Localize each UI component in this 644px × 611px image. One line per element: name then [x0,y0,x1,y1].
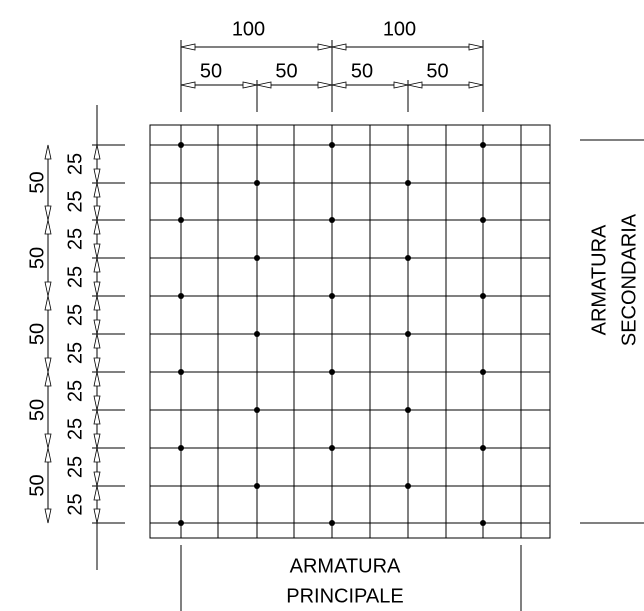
rebar-dot [254,407,260,413]
arrowhead [44,357,52,373]
rebar-dot [329,445,335,451]
dimension-text: 50 [275,60,297,82]
principal-label: ARMATURA [290,555,401,577]
rebar-dot [329,293,335,299]
dimension-text: 25 [64,153,86,175]
rebar-dot [480,369,486,375]
arrowhead [393,81,409,89]
arrowhead [93,182,101,198]
arrowhead [44,508,52,524]
rebar-dot [254,255,260,261]
rebar-dot [178,369,184,375]
dimension-text: 25 [64,493,86,515]
arrowhead [331,43,347,51]
rebar-dot [254,180,260,186]
arrowhead [407,81,423,89]
rebar-dot [405,331,411,337]
slab-outline [149,124,551,539]
arrowhead [44,433,52,449]
rebar-dot [254,483,260,489]
arrowhead [93,144,101,160]
rebar-dot [254,331,260,337]
principal-label: PRINCIPALE [286,585,403,607]
arrowhead [93,219,101,235]
arrowhead [93,471,101,487]
dimension-text: 50 [200,60,222,82]
dimension-text: 25 [64,304,86,326]
dimension-text: 50 [426,60,448,82]
rebar-dot [329,520,335,526]
arrowhead [93,508,101,524]
dimension-text: 50 [26,247,48,269]
dimension-text: 25 [64,266,86,288]
arrowhead [317,81,333,89]
arrowhead [256,81,272,89]
rebar-dot [480,217,486,223]
rebar-dot [405,180,411,186]
rebar-dot [178,445,184,451]
arrowhead [93,205,101,221]
rebar-dot [329,142,335,148]
dimension-text: 100 [383,18,416,40]
arrowhead [44,447,52,463]
rebar-dot [480,445,486,451]
dimension-text: 25 [64,380,86,402]
dimension-text: 25 [64,418,86,440]
arrowhead [93,395,101,411]
rebar-dot [480,142,486,148]
arrowhead [93,295,101,311]
arrowhead [180,81,196,89]
dimension-text: 25 [64,456,86,478]
arrowhead [93,257,101,273]
rebar-dot [405,483,411,489]
arrowhead [93,319,101,335]
arrowhead [331,81,347,89]
arrowhead [93,409,101,425]
rebar-dot [480,520,486,526]
arrowhead [468,43,484,51]
arrowhead [93,243,101,259]
rebar-dot [178,142,184,148]
rebar-dot [329,369,335,375]
arrowhead [93,168,101,184]
dimension-text: 100 [232,18,265,40]
rebar-dot [329,217,335,223]
arrowhead [93,357,101,373]
rebar-dot [480,293,486,299]
dimension-text: 50 [26,399,48,421]
arrowhead [180,43,196,51]
dimension-text: 50 [351,60,373,82]
dimension-text: 50 [26,323,48,345]
rebar-dot [405,407,411,413]
dimension-text: 50 [26,474,48,496]
secondary-label: ARMATURA [588,224,610,335]
dimension-text: 50 [26,171,48,193]
rebar-dot [178,293,184,299]
arrowhead [44,371,52,387]
arrowhead [93,485,101,501]
dimension-text: 25 [64,228,86,250]
dimension-text: 25 [64,342,86,364]
arrowhead [93,333,101,349]
arrowhead [93,281,101,297]
arrowhead [93,433,101,449]
rebar-dot [178,520,184,526]
arrowhead [93,371,101,387]
arrowhead [44,205,52,221]
dimension-text: 25 [64,190,86,212]
arrowhead [93,447,101,463]
arrowhead [44,295,52,311]
arrowhead [44,281,52,297]
rebar-dot [405,255,411,261]
arrowhead [317,43,333,51]
arrowhead [44,144,52,160]
arrowhead [468,81,484,89]
secondary-label: SECONDARIA [618,213,640,346]
arrowhead [242,81,258,89]
rebar-dot [178,217,184,223]
arrowhead [44,219,52,235]
